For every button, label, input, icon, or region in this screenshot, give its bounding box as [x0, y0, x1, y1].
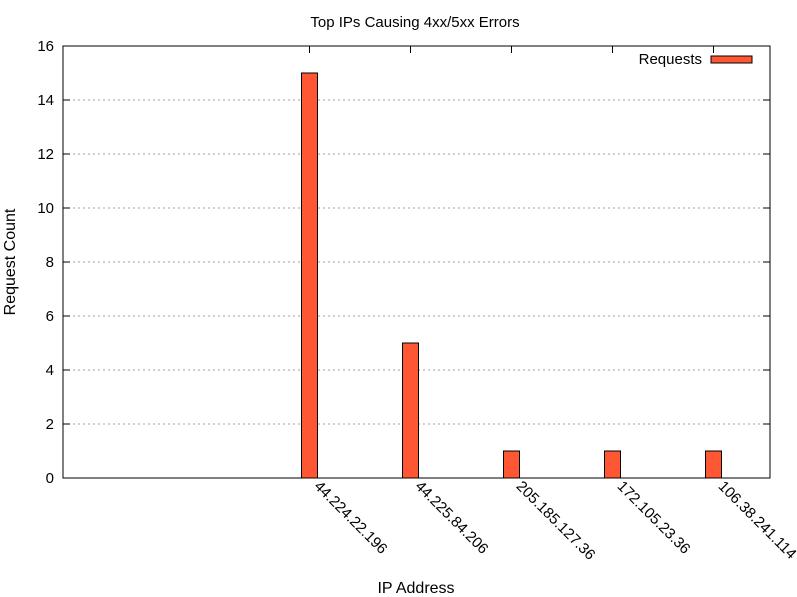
bar-106.38.241.114 [705, 450, 722, 479]
bar-44.225.84.206 [402, 342, 419, 479]
y-tick-label: 6 [46, 308, 54, 325]
x-tick-label: 172.105.23.36 [614, 478, 694, 558]
legend: Requests [639, 51, 753, 68]
bars [301, 72, 722, 479]
x-tick-label: 44.225.84.206 [412, 478, 492, 558]
bar-172.105.23.36 [604, 450, 621, 479]
legend-label: Requests [639, 51, 702, 68]
y-tick-label: 14 [37, 92, 54, 109]
y-axis-label: Request Count [2, 208, 19, 315]
chart-title: Top IPs Causing 4xx/5xx Errors [310, 14, 519, 31]
y-tick-label: 16 [37, 38, 54, 55]
y-tick-label: 12 [37, 146, 54, 163]
y-axis: 0 2 4 6 8 10 12 14 16 [37, 38, 770, 487]
legend-swatch [710, 55, 753, 64]
x-tick-label: 106.38.241.114 [715, 478, 797, 563]
x-axis-label: IP Address [377, 580, 454, 597]
bar-44.224.22.196 [301, 72, 318, 479]
bar-205.185.127.36 [503, 450, 520, 479]
x-axis: 44.224.22.196 44.225.84.206 205.185.127.36… [309, 46, 797, 564]
x-tick-label: 205.185.127.36 [513, 478, 599, 564]
y-tick-label: 8 [46, 254, 54, 271]
y-tick-label: 10 [37, 200, 54, 217]
y-tick-label: 2 [46, 416, 54, 433]
x-tick-label: 44.224.22.196 [311, 478, 391, 558]
y-tick-label: 4 [46, 362, 54, 379]
y-tick-label: 0 [46, 470, 54, 487]
